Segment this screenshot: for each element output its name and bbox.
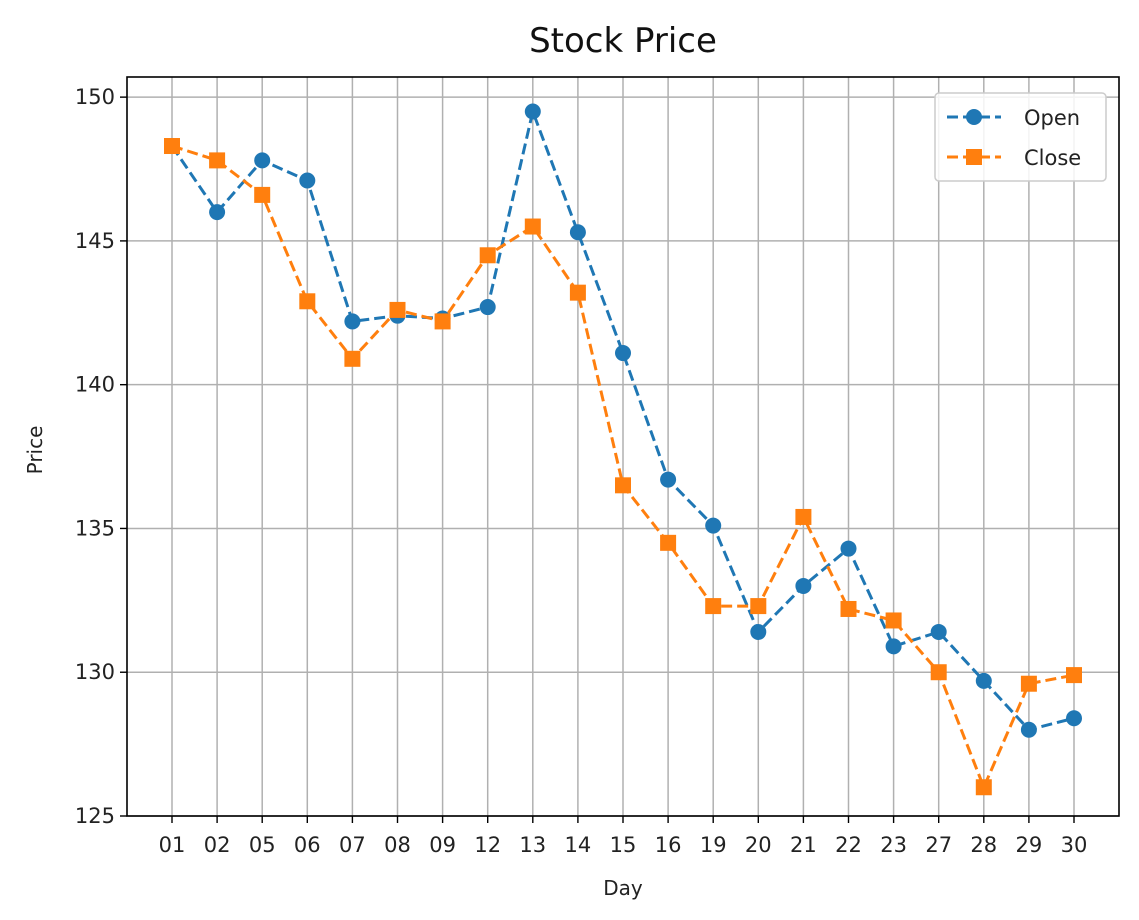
close-data-point <box>569 284 586 301</box>
x-tick-label: 13 <box>519 833 546 857</box>
open-data-point <box>705 517 722 534</box>
series-layer <box>164 103 1082 796</box>
open-data-point <box>750 623 767 640</box>
open-data-point <box>569 224 586 241</box>
open-data-point <box>209 204 226 221</box>
open-data-point <box>524 103 541 120</box>
open-data-point <box>1066 710 1082 727</box>
open-data-point <box>344 313 361 330</box>
y-tick-label: 145 <box>75 229 115 253</box>
x-axis-label: Day <box>603 876 643 900</box>
legend: Open Close <box>934 92 1107 182</box>
x-tick-label: 16 <box>655 833 682 857</box>
open-data-point <box>885 638 902 655</box>
open-data-point <box>795 577 812 594</box>
close-data-point <box>1066 667 1082 684</box>
x-tick-label: 20 <box>745 833 772 857</box>
close-data-point <box>434 313 451 330</box>
x-tick-label: 07 <box>339 833 366 857</box>
x-tick-label: 27 <box>925 833 952 857</box>
close-data-point <box>479 247 496 264</box>
grid <box>127 77 1119 817</box>
legend-close-label: Close <box>1024 146 1081 170</box>
x-tick-label: 12 <box>474 833 501 857</box>
y-axis-label: Price <box>23 426 47 475</box>
y-tick-label: 135 <box>75 516 115 540</box>
open-data-point <box>975 672 992 689</box>
open-series-line <box>170 106 1075 732</box>
x-tick-label: 05 <box>249 833 276 857</box>
x-tick-label: 29 <box>1016 833 1043 857</box>
x-tick-label: 22 <box>835 833 862 857</box>
open-data-point <box>479 299 496 316</box>
x-tick-label: 01 <box>159 833 186 857</box>
close-data-point <box>750 598 767 615</box>
legend-close-marker <box>966 149 982 165</box>
legend-open-label: Open <box>1024 106 1080 130</box>
y-tick-label: 140 <box>75 373 115 397</box>
open-data-point <box>840 540 857 557</box>
x-tick-label: 06 <box>294 833 321 857</box>
legend-open-marker <box>966 109 982 125</box>
x-tick-label: 14 <box>565 833 592 857</box>
open-data-point <box>299 172 316 189</box>
y-tick-label: 150 <box>75 85 115 109</box>
close-data-point <box>930 664 947 681</box>
open-data-point <box>1020 721 1037 738</box>
x-tick-label: 15 <box>610 833 637 857</box>
close-data-point <box>705 598 722 615</box>
close-data-point <box>795 508 812 525</box>
open-data-point <box>930 623 947 640</box>
y-tick-label: 125 <box>75 804 115 828</box>
close-data-point <box>524 218 541 235</box>
x-tick-label: 09 <box>429 833 456 857</box>
close-data-point <box>209 152 226 169</box>
close-data-point <box>344 350 361 367</box>
x-tick-label: 23 <box>880 833 907 857</box>
x-tick-label: 08 <box>384 833 411 857</box>
close-data-point <box>164 138 180 155</box>
chart-title: Stock Price <box>529 21 717 61</box>
axes: 01 02 05 06 07 08 09 12 13 14 15 16 19 20 21 22 23 27 28 29… <box>75 76 1120 857</box>
close-data-point <box>660 534 677 551</box>
close-data-point <box>615 477 631 494</box>
close-data-point <box>1020 675 1037 692</box>
open-data-point <box>660 471 677 488</box>
y-tick-label: 130 <box>75 660 115 684</box>
close-data-point <box>299 293 316 310</box>
close-data-point <box>254 186 271 203</box>
open-data-point <box>254 152 271 169</box>
open-data-point <box>615 345 631 362</box>
x-tick-label: 02 <box>204 833 231 857</box>
close-data-point <box>840 600 857 617</box>
close-data-point <box>975 779 992 796</box>
x-tick-label: 30 <box>1061 833 1088 857</box>
x-tick-label: 28 <box>970 833 997 857</box>
close-data-point <box>885 612 902 629</box>
x-tick-label: 19 <box>700 833 727 857</box>
close-data-point <box>389 301 406 318</box>
x-tick-label: 21 <box>790 833 817 857</box>
